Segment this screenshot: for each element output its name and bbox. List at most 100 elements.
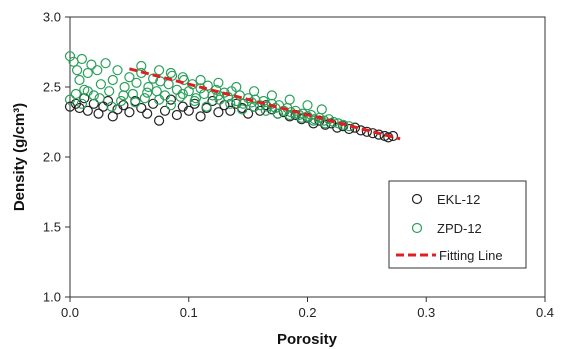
data-point xyxy=(131,77,142,88)
data-point xyxy=(183,105,194,116)
data-point xyxy=(332,122,343,133)
data-point xyxy=(139,93,150,104)
x-axis-title: Porosity xyxy=(277,331,338,348)
data-point xyxy=(130,97,141,108)
legend: EKL-12 ZPD-12 Fitting Line xyxy=(388,180,527,269)
data-point xyxy=(143,81,154,93)
data-point xyxy=(308,115,319,126)
y-tick-label: 1.0 xyxy=(43,290,61,305)
data-point xyxy=(165,67,176,79)
data-point xyxy=(189,95,200,107)
data-point xyxy=(124,107,135,118)
data-point xyxy=(95,79,107,90)
data-point xyxy=(175,91,186,102)
data-point xyxy=(159,105,171,116)
plot-area xyxy=(64,16,546,298)
data-point xyxy=(284,109,295,121)
data-point xyxy=(249,101,260,112)
data-point xyxy=(136,102,147,114)
data-point xyxy=(373,129,384,140)
data-point xyxy=(249,86,260,97)
data-point xyxy=(93,108,104,119)
data-point xyxy=(189,98,200,109)
data-point xyxy=(195,111,206,122)
data-point xyxy=(195,74,206,86)
data-point xyxy=(82,105,93,116)
data-point xyxy=(316,104,327,115)
x-axis-ticks: 0.0 0.1 0.2 0.3 0.4 xyxy=(61,297,554,320)
data-point xyxy=(165,100,176,111)
data-point xyxy=(231,81,242,93)
data-point xyxy=(284,94,295,105)
data-point xyxy=(124,72,135,83)
y-axis-title: Density (g/cm³) xyxy=(11,103,28,211)
data-point xyxy=(163,79,174,90)
data-point xyxy=(118,90,129,101)
data-point xyxy=(86,59,97,70)
legend-box xyxy=(388,180,527,269)
data-point xyxy=(70,88,82,100)
data-point xyxy=(349,122,361,133)
data-point xyxy=(71,65,83,76)
data-point xyxy=(136,60,147,72)
x-tick-label: 0.1 xyxy=(180,305,198,320)
data-point xyxy=(383,132,394,143)
data-point xyxy=(207,95,218,107)
data-point xyxy=(237,104,248,115)
data-point xyxy=(154,94,165,105)
data-point xyxy=(154,115,165,126)
data-point xyxy=(64,94,76,105)
y-tick-label: 2.5 xyxy=(43,80,61,95)
data-point xyxy=(260,105,271,116)
data-point xyxy=(92,65,103,76)
data-point xyxy=(98,101,109,112)
data-point xyxy=(222,91,233,102)
x-tick-label: 0.2 xyxy=(298,305,316,320)
data-point xyxy=(82,86,93,97)
data-point xyxy=(266,90,277,101)
x-tick-label: 0.3 xyxy=(417,305,435,320)
legend-marker-ekl-12 xyxy=(411,193,423,205)
fitting-line xyxy=(128,67,401,141)
data-point xyxy=(272,108,283,119)
data-point xyxy=(119,81,130,93)
legend-label-zpd-12: ZPD-12 xyxy=(437,221,482,236)
data-point xyxy=(142,108,153,119)
data-point xyxy=(219,100,230,111)
data-point xyxy=(64,51,76,62)
data-point xyxy=(225,105,236,116)
data-point xyxy=(82,67,93,79)
y-axis-ticks: 1.0 1.5 2.0 2.5 3.0 xyxy=(43,10,70,305)
data-point xyxy=(74,74,85,86)
data-point xyxy=(201,101,212,112)
data-point xyxy=(76,53,88,65)
data-point xyxy=(296,112,307,123)
legend-label-fitting-line: Fitting Line xyxy=(439,248,503,263)
data-point xyxy=(104,86,115,97)
legend-label-ekl-12: EKL-12 xyxy=(437,192,480,207)
x-tick-label: 0.0 xyxy=(61,305,79,320)
data-point xyxy=(64,101,76,112)
data-point xyxy=(320,118,331,129)
data-point xyxy=(88,98,99,109)
data-point xyxy=(142,87,153,98)
legend-marker-zpd-12 xyxy=(411,222,423,234)
data-point xyxy=(171,109,182,121)
data-point xyxy=(76,98,88,109)
data-point xyxy=(100,58,111,69)
series-fitting-line xyxy=(128,67,401,141)
data-point xyxy=(202,80,213,91)
series-ekl-12 xyxy=(64,93,399,143)
data-point xyxy=(115,95,127,107)
x-tick-label: 0.4 xyxy=(536,305,554,320)
data-point xyxy=(151,86,162,97)
data-point xyxy=(106,101,117,112)
data-point xyxy=(94,93,105,104)
y-tick-label: 2.0 xyxy=(43,150,61,165)
data-point xyxy=(107,74,118,86)
data-point xyxy=(225,98,236,109)
data-point xyxy=(213,77,224,88)
data-point xyxy=(154,65,165,76)
data-point xyxy=(361,126,372,137)
